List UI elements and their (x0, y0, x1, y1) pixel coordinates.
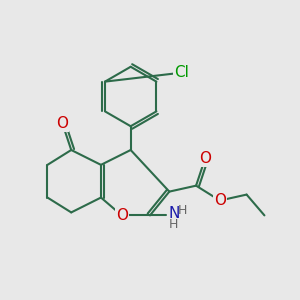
Text: O: O (56, 116, 68, 131)
Text: N: N (168, 206, 179, 220)
Text: O: O (214, 193, 226, 208)
Text: Cl: Cl (174, 65, 189, 80)
Text: O: O (199, 152, 211, 166)
Text: O: O (116, 208, 128, 223)
Text: H: H (169, 218, 178, 231)
Text: H: H (177, 204, 187, 218)
